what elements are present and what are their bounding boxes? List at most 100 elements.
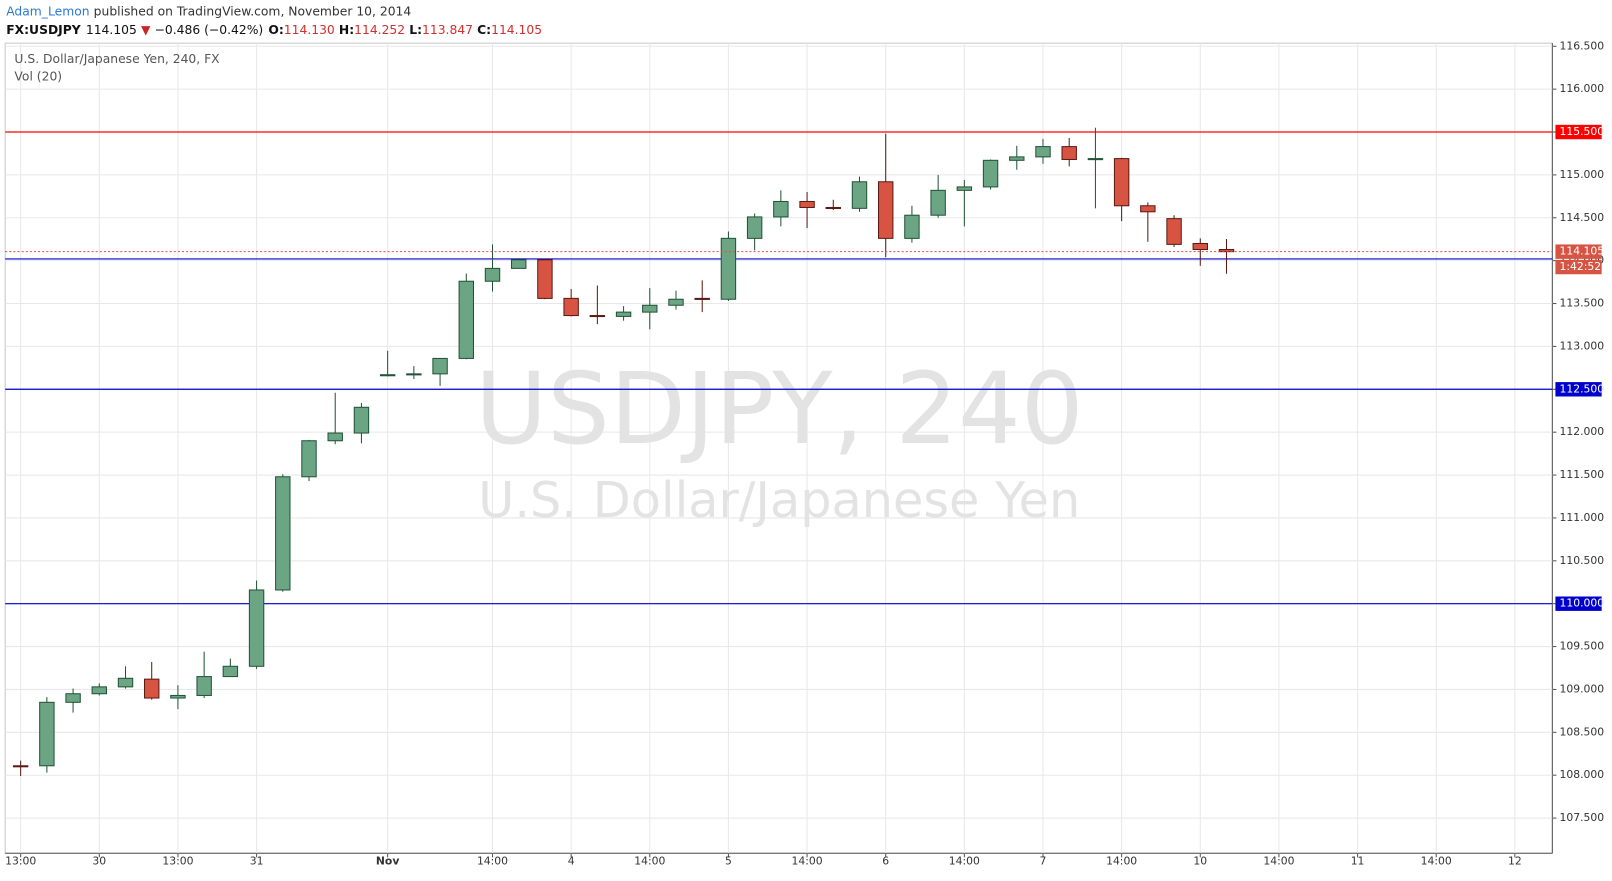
candle-body bbox=[825, 206, 841, 210]
candle-body bbox=[432, 357, 448, 375]
x-tick-label: 7 bbox=[1040, 854, 1047, 867]
x-tick-label: 30 bbox=[92, 854, 106, 867]
candle-body bbox=[537, 259, 553, 299]
candle-body bbox=[1166, 218, 1182, 245]
x-tick-label: 12 bbox=[1508, 854, 1522, 867]
x-tick-label: 14:00 bbox=[634, 854, 665, 867]
y-tick-label: 109.500 bbox=[1560, 640, 1605, 653]
candle-body bbox=[301, 440, 317, 478]
watermark-subtitle: U.S. Dollar/Japanese Yen bbox=[478, 471, 1080, 529]
symbol: FX:USDJPY bbox=[6, 22, 82, 36]
level-label-box bbox=[1555, 124, 1602, 140]
level-label: 112.500 bbox=[1560, 382, 1605, 395]
y-tick-label: 109.000 bbox=[1560, 682, 1605, 695]
candle-body bbox=[327, 432, 343, 442]
x-tick-label: 14:00 bbox=[1106, 854, 1137, 867]
high: 114.252 bbox=[354, 22, 405, 36]
x-tick-label: 10 bbox=[1193, 854, 1207, 867]
candle-body bbox=[1009, 156, 1025, 161]
candle-body bbox=[511, 259, 527, 269]
candle-body bbox=[12, 765, 29, 768]
author[interactable]: Adam_Lemon bbox=[6, 4, 89, 18]
published: published on TradingView.com, November 1… bbox=[94, 4, 412, 18]
x-tick-label: 14:00 bbox=[949, 854, 980, 867]
x-tick-label: 6 bbox=[882, 854, 889, 867]
candle-body bbox=[956, 186, 973, 191]
header-line-1: Adam_Lemon published on TradingView.com, … bbox=[6, 4, 411, 18]
candle-body bbox=[589, 315, 606, 318]
candle-body bbox=[222, 665, 239, 678]
candle-body bbox=[563, 297, 579, 317]
candle-body bbox=[746, 216, 763, 239]
x-tick-label: 14:00 bbox=[1421, 854, 1452, 867]
open-label: O: bbox=[268, 22, 283, 36]
level-label-box bbox=[1555, 596, 1602, 611]
candle-body bbox=[379, 374, 396, 377]
y-tick-label: 111.500 bbox=[1560, 468, 1605, 481]
candle-body bbox=[248, 589, 265, 667]
x-tick-label: 13:00 bbox=[162, 854, 193, 867]
chart-subtitle: Vol (20) bbox=[14, 70, 62, 84]
candle-body bbox=[484, 267, 501, 282]
candle-body bbox=[982, 159, 999, 188]
high-label: H: bbox=[339, 22, 354, 36]
x-tick-label: 5 bbox=[725, 854, 732, 867]
change: −0.486 (−0.42%) bbox=[155, 22, 264, 36]
y-tick-label: 108.500 bbox=[1560, 725, 1605, 738]
candle-body bbox=[1087, 158, 1104, 161]
candle-body bbox=[773, 200, 789, 218]
candle-body bbox=[1113, 158, 1130, 207]
candle-body bbox=[1140, 205, 1156, 213]
candle-body bbox=[406, 373, 422, 376]
candle-body bbox=[117, 677, 134, 688]
x-tick-label: 14:00 bbox=[1263, 854, 1294, 867]
countdown-box bbox=[1555, 259, 1602, 275]
x-tick-label: 14:00 bbox=[477, 854, 508, 867]
last-price-label: 114.105 bbox=[1560, 245, 1605, 258]
candle-body bbox=[196, 676, 212, 696]
candle-body bbox=[1192, 242, 1208, 251]
candle-body bbox=[65, 693, 81, 703]
countdown: 1:42:52 bbox=[1560, 260, 1602, 273]
watermark: USDJPY, 240 bbox=[475, 352, 1084, 467]
x-tick-label: 31 bbox=[250, 854, 264, 867]
candle-body bbox=[930, 189, 946, 216]
low: 113.847 bbox=[422, 22, 473, 36]
level-label: 110.000 bbox=[1560, 597, 1605, 610]
candle-body bbox=[458, 280, 474, 359]
y-tick-label: 115.000 bbox=[1560, 168, 1605, 181]
marks bbox=[5, 127, 1553, 777]
x-tick-label: 11 bbox=[1351, 854, 1365, 867]
y-tick-label: 107.500 bbox=[1560, 811, 1605, 824]
candle-body bbox=[694, 297, 710, 300]
candle-body bbox=[170, 694, 186, 699]
x-tick-label: 13:00 bbox=[5, 854, 36, 867]
header-line-2: FX:USDJPY 114.105 ▼ −0.486 (−0.42%) O:114.13… bbox=[6, 22, 542, 36]
chart-title: U.S. Dollar/Japanese Yen, 240, FX bbox=[14, 52, 220, 66]
last-price-box bbox=[1555, 244, 1602, 259]
candle-body bbox=[642, 304, 658, 313]
arrow: ▼ bbox=[141, 22, 151, 36]
candle-body bbox=[1061, 146, 1077, 160]
candle-body bbox=[1035, 146, 1051, 158]
y-tick-label: 108.000 bbox=[1560, 768, 1605, 781]
candle-body bbox=[904, 214, 920, 239]
candle-body bbox=[615, 311, 632, 317]
candle-body bbox=[851, 181, 868, 209]
last: 114.105 bbox=[86, 22, 137, 36]
level-label: 115.500 bbox=[1560, 125, 1605, 138]
y-tick-label: 116.500 bbox=[1560, 39, 1605, 52]
y-tick-label: 110.500 bbox=[1560, 554, 1605, 567]
open: 114.130 bbox=[284, 22, 335, 36]
candle-body bbox=[353, 406, 370, 434]
candle-body bbox=[39, 701, 55, 767]
low-label: L: bbox=[409, 22, 422, 36]
candle-body bbox=[91, 686, 108, 695]
candle-body bbox=[275, 476, 291, 591]
close-label: C: bbox=[477, 22, 491, 36]
x-tick-label: 14:00 bbox=[792, 854, 823, 867]
x-tick-label: Nov bbox=[376, 854, 399, 867]
candle-body bbox=[799, 200, 815, 209]
